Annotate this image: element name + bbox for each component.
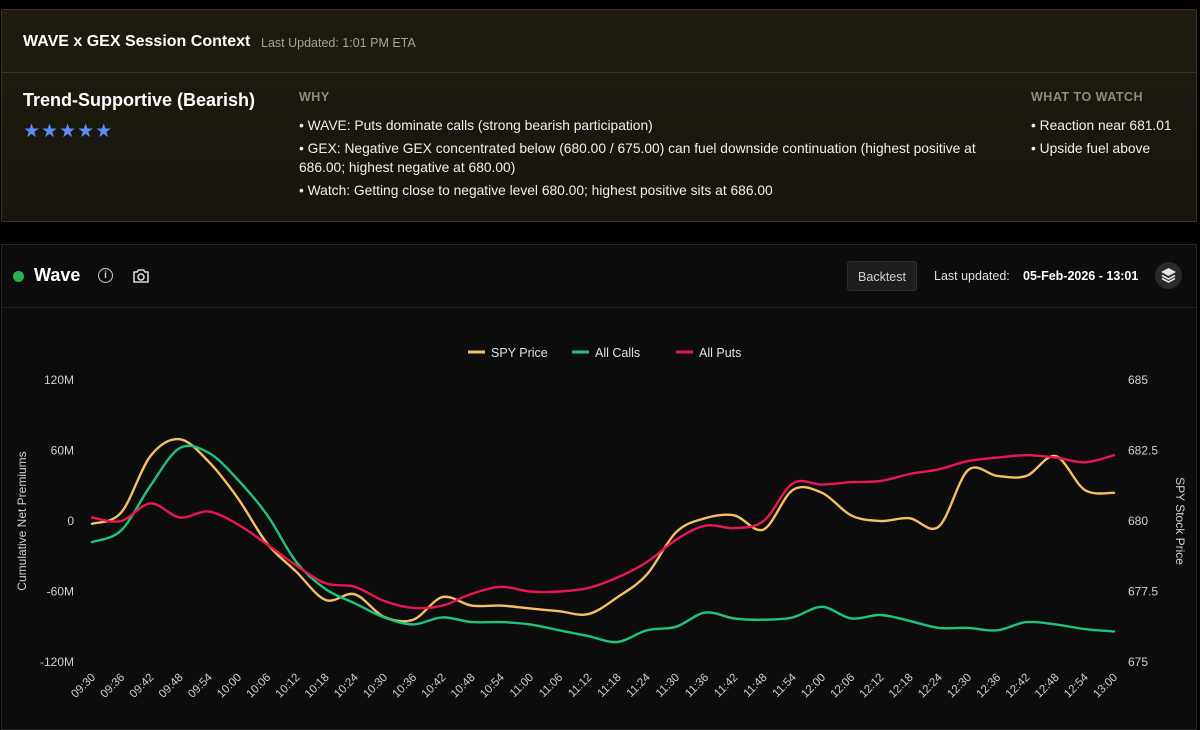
x-tick-label: 11:54	[771, 671, 800, 700]
y2-tick-label: 677.5	[1128, 585, 1158, 599]
legend-label: All Puts	[699, 346, 741, 360]
x-tick-label: 11:42	[712, 672, 740, 700]
live-status-dot	[13, 271, 24, 282]
x-tick-label: 12:12	[858, 672, 887, 701]
x-tick-label: 12:30	[945, 672, 974, 701]
y2-tick-label: 675	[1128, 655, 1148, 669]
y-tick-label: 60M	[51, 444, 74, 458]
legend-item: All Puts	[676, 346, 741, 360]
spy-price-line	[90, 437, 1116, 623]
x-tick-label: 11:06	[537, 672, 565, 700]
wave-header: Wave i Backtest Last updated: 05-Feb-202…	[2, 245, 1196, 308]
x-tick-label: 10:48	[449, 672, 478, 701]
legend-label: SPY Price	[491, 346, 548, 360]
y-tick-label: -120M	[40, 655, 74, 669]
wave-title: Wave	[34, 265, 81, 285]
x-tick-label: 12:24	[916, 671, 945, 700]
x-tick-label: 10:18	[303, 672, 332, 701]
x-tick-label: 12:18	[887, 672, 916, 701]
why-item: • WAVE: Puts dominate calls (strong bear…	[299, 118, 653, 133]
x-tick-label: 12:42	[1004, 672, 1033, 701]
why-item: • GEX: Negative GEX concentrated below (…	[299, 141, 976, 175]
watch-item: • Reaction near 681.01	[1031, 118, 1172, 133]
x-tick-label: 10:54	[478, 671, 507, 700]
x-tick-label: 12:36	[974, 672, 1003, 701]
last-updated-value: 05-Feb-2026 - 13:01	[1023, 269, 1139, 283]
legend-item: SPY Price	[468, 346, 548, 360]
x-tick-label: 13:00	[1091, 672, 1120, 701]
legend-item: All Calls	[572, 346, 640, 360]
y2-tick-label: 682.5	[1128, 444, 1158, 458]
x-tick-label: 11:36	[683, 672, 711, 700]
x-tick-label: 09:36	[98, 672, 127, 701]
x-tick-label: 11:18	[595, 672, 623, 700]
last-updated-label: Last updated:	[934, 269, 1010, 283]
x-tick-label: 10:12	[274, 672, 303, 701]
session-context-header: WAVE x GEX Session Context Last Updated:…	[2, 10, 1196, 73]
info-icon[interactable]: i	[98, 268, 113, 283]
x-tick-label: 12:06	[828, 672, 857, 701]
all-calls-line	[90, 444, 1116, 644]
wave-chart[interactable]: SPY Price All Calls All Puts 120M 60M 0 -60M -1…	[0, 244, 1198, 730]
y2-tick-label: 685	[1128, 373, 1148, 387]
y-tick-label: 120M	[44, 373, 74, 387]
layers-icon	[1161, 268, 1176, 283]
x-tick-label: 10:36	[390, 672, 419, 701]
all-puts-line	[90, 454, 1116, 610]
x-tick-label: 11:12	[566, 672, 594, 700]
layers-button[interactable]	[1155, 262, 1182, 289]
wave-panel: Wave i Backtest Last updated: 05-Feb-202…	[1, 244, 1197, 730]
x-tick-label: 11:30	[654, 672, 682, 700]
y-axis-title: Cumulative Net Premiums	[15, 451, 29, 590]
x-tick-label: 11:00	[508, 672, 536, 700]
watch-item: • Upside fuel above	[1031, 141, 1151, 156]
x-tick-label: 09:42	[128, 672, 157, 701]
session-context-panel: WAVE x GEX Session Context Last Updated:…	[1, 9, 1197, 222]
why-list: • WAVE: Puts dominate calls (strong bear…	[299, 116, 999, 204]
y-tick-label: -60M	[47, 585, 74, 599]
x-tick-label: 09:48	[157, 672, 186, 701]
x-tick-label: 11:24	[625, 671, 654, 700]
backtest-button[interactable]: Backtest	[847, 261, 917, 291]
x-tick-label: 10:30	[361, 672, 390, 701]
y-tick-label: 0	[67, 514, 74, 528]
x-tick-label: 09:30	[69, 672, 98, 701]
watch-list: • Reaction near 681.01 • Upside fuel abo…	[1031, 116, 1196, 162]
camera-icon[interactable]	[131, 267, 151, 285]
why-item: • Watch: Getting close to negative level…	[299, 183, 773, 198]
watch-heading: WHAT TO WATCH	[1031, 90, 1144, 104]
x-tick-label: 10:42	[420, 672, 449, 701]
star-rating: ★★★★★	[23, 121, 114, 142]
y2-tick-label: 680	[1128, 514, 1148, 528]
signal-label: Trend-Supportive (Bearish)	[23, 90, 256, 110]
session-context-last-updated: Last Updated: 1:01 PM ETA	[261, 36, 416, 50]
legend-label: All Calls	[595, 346, 640, 360]
x-tick-label: 10:00	[215, 672, 244, 701]
session-context-title: WAVE x GEX Session Context	[23, 33, 251, 50]
x-tick-label: 12:48	[1033, 672, 1062, 701]
why-heading: WHY	[299, 90, 330, 104]
x-tick-label: 10:24	[332, 671, 361, 700]
y2-axis-title: SPY Stock Price	[1173, 477, 1187, 565]
x-tick-label: 12:00	[799, 672, 828, 701]
x-tick-label: 09:54	[186, 671, 215, 700]
x-tick-label: 11:48	[741, 672, 769, 700]
x-tick-label: 10:06	[244, 672, 273, 701]
x-tick-label: 12:54	[1062, 671, 1091, 700]
